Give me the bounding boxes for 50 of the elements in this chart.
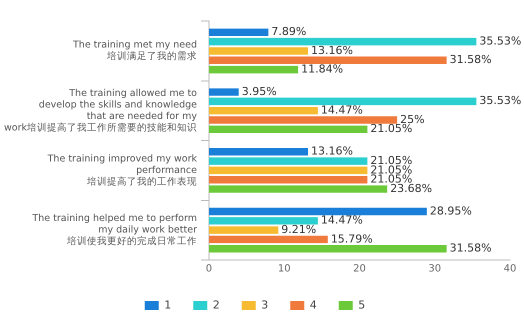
bar [208,38,476,46]
legend-label: 1 [164,298,172,312]
data-label: 35.53% [479,94,522,108]
y-tick-label: The training allowed me to develop the skills and knowledge that are needed for my work培训提高了我工作所需要的技能和知识 [4,88,198,134]
bar [208,148,308,156]
bar [208,217,318,225]
bar [208,236,328,244]
legend-label: 3 [261,298,268,312]
x-tick-label: 30 [428,264,442,275]
data-label: 15.79% [330,232,373,246]
legend-label: 5 [358,298,366,312]
data-label: 11.84% [301,62,344,76]
data-label: 28.95% [430,204,472,218]
x-tick-label: 10 [278,264,291,275]
data-label: 14.47% [320,104,363,117]
bar [208,106,318,114]
legend-label: 2 [212,298,220,312]
bar [208,88,239,96]
data-label: 13.16% [311,144,353,158]
bar [208,126,368,134]
bar [208,66,298,74]
x-tick-label: 40 [504,264,516,275]
y-tick-label: The training helped me to perform my daily work better 培训使我更好的完成日常工作 [31,213,198,248]
bar [208,28,268,36]
bar [208,166,368,174]
bar [208,226,278,234]
bar [208,98,476,106]
bar [208,176,368,184]
data-label: 35.53% [479,34,522,48]
bar [208,245,447,252]
bar [208,116,398,124]
data-label: 9.21% [281,222,316,236]
data-label: 3.95% [242,84,277,98]
y-tick-label: The training improved my work performance 培训提高了我的工作表现 [46,153,198,188]
data-label: 7.89% [271,25,306,38]
data-label: 23.68% [390,182,432,195]
data-label: 21.05% [370,122,412,136]
bar [208,157,368,165]
data-label: 13.16% [311,44,353,57]
x-tick-label: 0 [206,264,212,275]
bar [208,208,427,216]
bar [208,56,447,64]
legend-label: 4 [310,298,317,312]
bar [208,47,308,55]
data-label: 31.58% [450,242,492,255]
bar [208,185,388,193]
data-label: 14.47% [320,214,363,227]
data-label: 31.58% [450,53,492,66]
y-tick-label: The training met my need 培训满足了我的需求 [72,40,197,62]
x-tick-label: 20 [353,264,366,275]
